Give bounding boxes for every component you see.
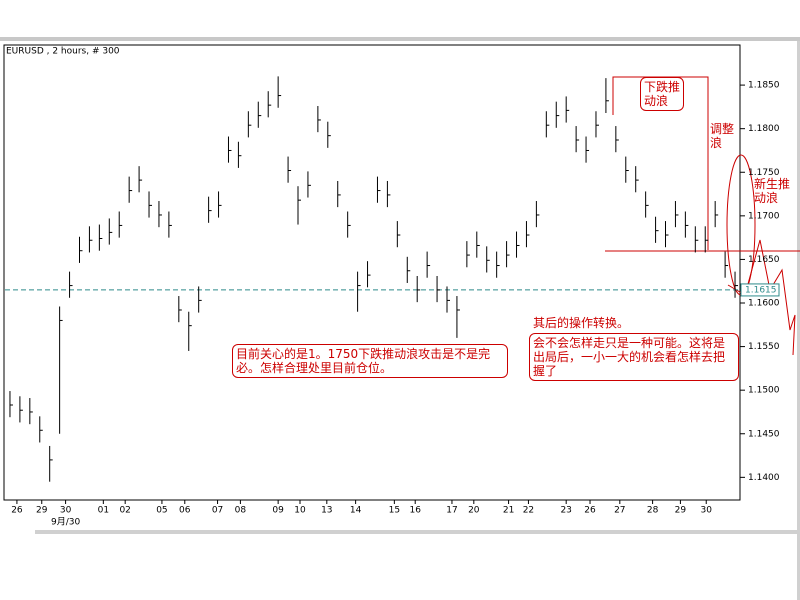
- y-tick-label: 1.1550: [748, 342, 780, 352]
- x-tick-label: 26: [11, 506, 23, 516]
- x-tick-label: 30: [60, 506, 72, 516]
- y-tick-label: 1.1800: [748, 124, 780, 134]
- y-tick-label: 1.1750: [748, 168, 780, 178]
- x-tick-label: 14: [350, 506, 362, 516]
- y-tick-label: 1.1600: [748, 299, 780, 309]
- annotation: 下跌推动浪: [640, 77, 684, 111]
- x-tick-label: 13: [321, 506, 332, 516]
- right-band: [797, 41, 800, 600]
- x-tick-label: 16: [409, 506, 421, 516]
- annotation: 会不会怎样走只是一种可能。这将是出局后，一小一大的机会看怎样去把握了: [529, 333, 739, 381]
- x-tick-label: 05: [156, 506, 167, 516]
- x-tick-label: 07: [212, 506, 223, 516]
- top-band: [0, 37, 800, 41]
- x-tick-label: 22: [523, 506, 534, 516]
- current-price-label: 1.1615: [745, 285, 777, 295]
- x-tick-label: 06: [179, 506, 191, 516]
- x-tick-label: 23: [560, 506, 571, 516]
- y-tick-label: 1.1450: [748, 429, 780, 439]
- annotation: 其后的操作转换。: [533, 316, 630, 330]
- x-tick-label: 09: [272, 506, 284, 516]
- x-sublabel: 9月/30: [51, 517, 80, 528]
- y-tick-label: 1.1850: [748, 81, 780, 91]
- y-tick-label: 1.1650: [748, 255, 780, 265]
- x-tick-label: 15: [389, 506, 400, 516]
- x-tick-label: 30: [701, 506, 713, 516]
- x-tick-label: 17: [446, 506, 457, 516]
- x-tick-label: 10: [294, 506, 306, 516]
- x-tick-label: 27: [614, 506, 625, 516]
- x-tick-label: 28: [647, 506, 659, 516]
- x-tick-label: 26: [584, 506, 596, 516]
- y-tick-label: 1.1500: [748, 386, 780, 396]
- annotation: 目前关心的是1。1750下跌推动浪攻击是不是完必。怎样合理处里目前仓位。: [232, 344, 508, 378]
- y-tick-label: 1.1400: [748, 473, 780, 483]
- x-tick-label: 01: [98, 506, 109, 516]
- annotation: 调整浪: [710, 122, 735, 150]
- annotation: 新生推动浪: [754, 177, 791, 205]
- x-tick-label: 29: [675, 506, 687, 516]
- x-tick-label: 08: [235, 506, 247, 516]
- y-tick-label: 1.1700: [748, 211, 780, 221]
- x-tick-label: 29: [36, 506, 48, 516]
- bottom-band: [35, 530, 800, 534]
- x-tick-label: 02: [119, 506, 130, 516]
- plot-frame: [3, 44, 741, 501]
- current-price-box: [740, 283, 780, 297]
- chart-title: EURUSD , 2 hours, # 300: [6, 47, 120, 57]
- x-tick-label: 20: [468, 506, 480, 516]
- x-tick-label: 21: [503, 506, 514, 516]
